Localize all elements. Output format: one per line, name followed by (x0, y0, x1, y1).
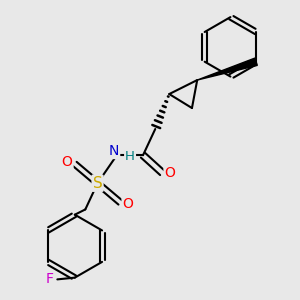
Text: O: O (164, 166, 175, 180)
Text: H: H (125, 151, 135, 164)
Text: O: O (122, 197, 134, 211)
Polygon shape (197, 58, 257, 80)
Text: S: S (93, 176, 102, 191)
Text: N: N (109, 144, 119, 158)
Text: O: O (62, 155, 73, 169)
Text: F: F (46, 272, 54, 286)
